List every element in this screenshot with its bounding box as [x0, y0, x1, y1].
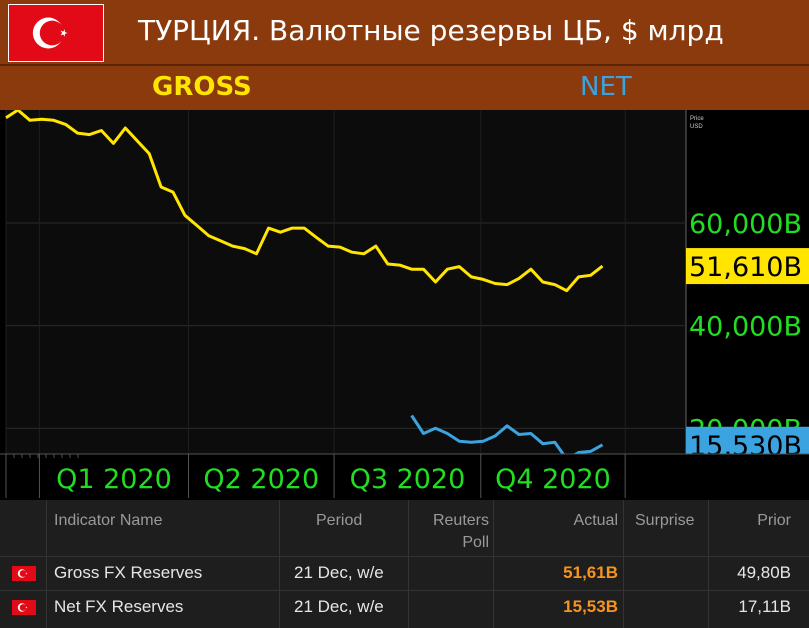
last-value-badge	[686, 248, 809, 285]
reserves-line-chart: PriceUSD60,000B40,000B20,000B51,610B15,5…	[0, 110, 809, 500]
column-divider	[408, 500, 409, 628]
column-divider	[46, 500, 47, 628]
column-divider	[623, 500, 624, 628]
x-axis-strip	[0, 454, 809, 500]
table-row[interactable]: Net FX Reserves 21 Dec, w/e 15,53B 17,11…	[0, 590, 809, 624]
legend-bar	[0, 66, 809, 110]
column-divider	[279, 500, 280, 628]
turkey-flag-icon	[8, 4, 104, 62]
turkey-flag-icon	[12, 600, 36, 615]
header-bar: ТУРЦИЯ. Валютные резервы ЦБ, $ млрд	[0, 0, 809, 66]
period: 21 Dec, w/e	[294, 563, 384, 582]
indicator-table: Indicator Name Period Reuters Poll Actua…	[0, 500, 809, 628]
x-tick-label: Q1 2020	[56, 464, 172, 495]
plot-area	[6, 110, 686, 454]
actual-value: 51,61B	[563, 563, 618, 582]
turkey-flag-icon	[12, 566, 36, 581]
legend-gross-label: GROSS	[152, 72, 252, 102]
indicator-name: Net FX Reserves	[54, 597, 184, 616]
header-prior: Prior	[757, 512, 791, 529]
series-line-gross	[5, 110, 604, 293]
column-divider	[493, 500, 494, 628]
period: 21 Dec, w/e	[294, 597, 384, 616]
indicator-name: Gross FX Reserves	[54, 563, 203, 582]
x-tick-label: Q3 2020	[350, 464, 466, 495]
page-title: ТУРЦИЯ. Валютные резервы ЦБ, $ млрд	[138, 14, 724, 47]
actual-value: 15,53B	[563, 597, 618, 616]
header-period: Period	[316, 512, 363, 529]
prior-value: 17,11B	[738, 597, 791, 616]
legend-net-label: NET	[580, 72, 632, 102]
last-value-label: 51,610B	[689, 252, 802, 283]
header-indicator-name: Indicator Name	[54, 512, 163, 529]
x-tick-label: Q4 2020	[495, 464, 611, 495]
table-row[interactable]: Gross FX Reserves 21 Dec, w/e 51,61B 49,…	[0, 556, 809, 590]
y-tick-label: 60,000B	[689, 209, 802, 240]
y-tick-label: 40,000B	[689, 312, 802, 343]
prior-value: 49,80B	[737, 563, 791, 582]
x-tick-label: Q2 2020	[203, 464, 319, 495]
header-surprise: Surprise	[635, 512, 695, 529]
header-actual: Actual	[573, 512, 618, 529]
header-reuters-poll: Reuters Poll	[432, 512, 489, 551]
column-divider	[708, 500, 709, 628]
y-axis-title: Price USD	[690, 116, 704, 130]
